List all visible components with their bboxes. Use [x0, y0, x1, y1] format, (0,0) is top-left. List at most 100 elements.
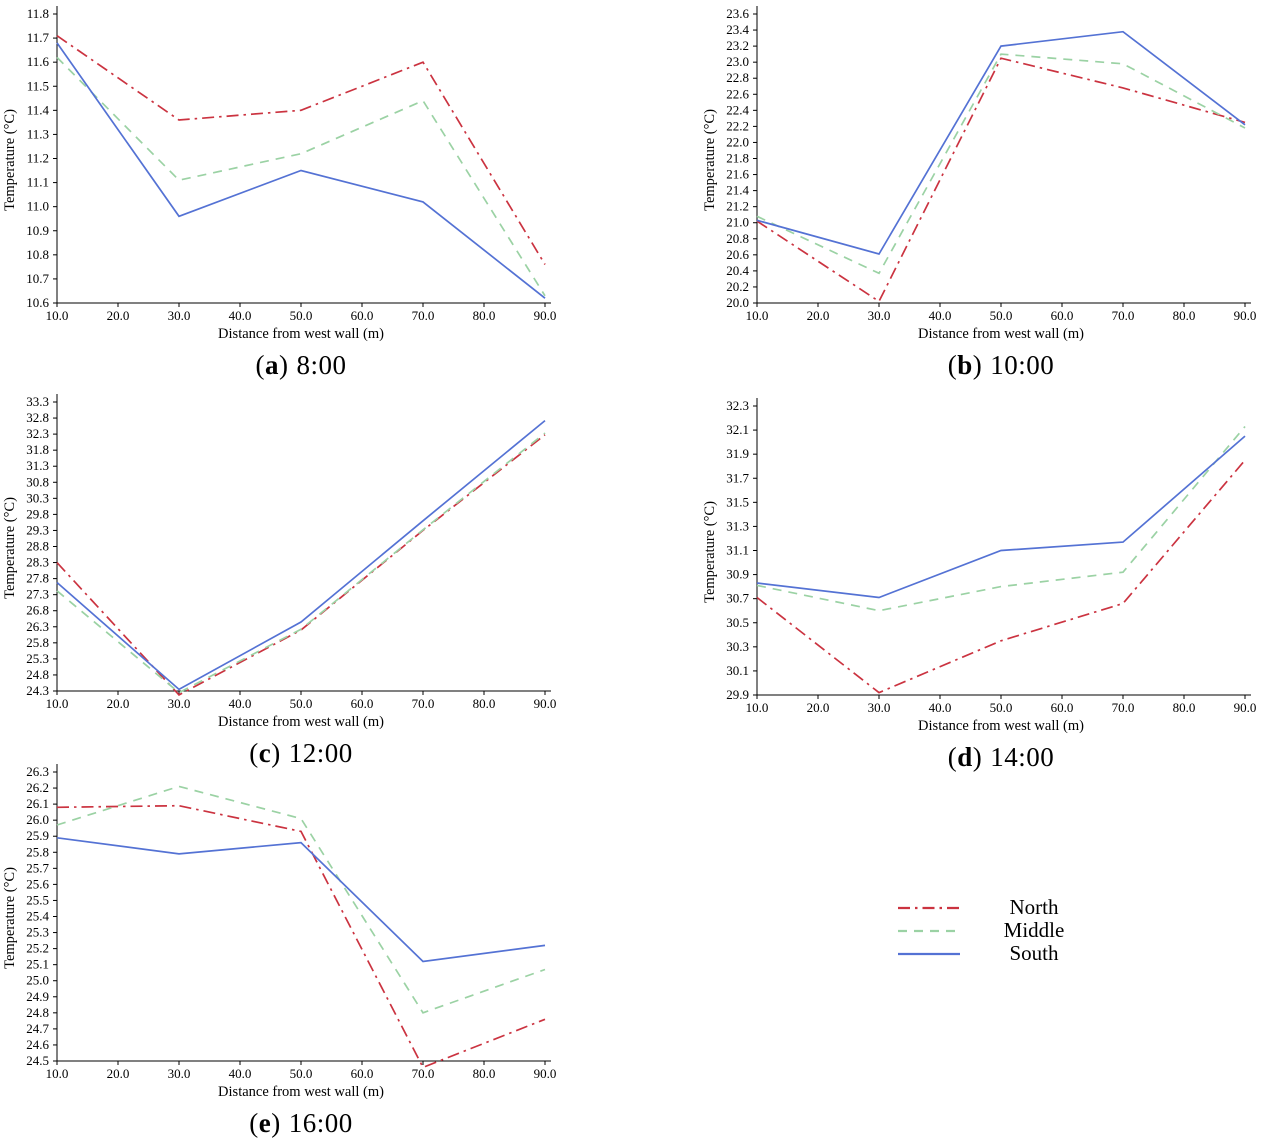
- x-axis-title: Distance from west wall (m): [218, 714, 384, 730]
- chart-e-1600: Temperature (°C) Distance from west wall…: [0, 758, 580, 1139]
- chart-b-plot: Temperature (°C) Distance from west wall…: [702, 6, 1256, 342]
- y-tick-label: 11.3: [27, 126, 49, 141]
- x-tick-label: 10.0: [746, 308, 769, 323]
- y-tick-label: 11.2: [27, 151, 49, 166]
- y-tick-label: 31.3: [26, 458, 49, 473]
- x-axis-title: Distance from west wall (m): [918, 718, 1084, 734]
- x-tick-label: 20.0: [807, 700, 830, 715]
- legend-row-middle: Middle: [896, 918, 1116, 942]
- caption-letter: b: [957, 350, 973, 380]
- chart-d-1400: Temperature (°C) Distance from west wall…: [700, 392, 1280, 773]
- y-tick-label: 31.1: [726, 543, 749, 558]
- caption-time: 12:00: [288, 738, 353, 768]
- y-tick-label: 26.1: [26, 796, 49, 811]
- y-tick-label: 25.1: [26, 957, 49, 972]
- x-tick-label: 70.0: [412, 696, 435, 711]
- y-tick-label: 31.9: [726, 446, 749, 461]
- y-tick-label: 28.3: [26, 555, 49, 570]
- y-tick-label: 20.2: [726, 279, 749, 294]
- chart-c-caption: (c) 12:00: [57, 738, 545, 769]
- y-tick-label: 11.1: [27, 175, 49, 190]
- series-line-north: [756, 57, 1246, 303]
- y-tick-label: 22.2: [726, 118, 749, 133]
- caption-time: 14:00: [990, 742, 1055, 772]
- x-tick-label: 10.0: [746, 700, 769, 715]
- x-tick-label: 20.0: [107, 308, 130, 323]
- x-tick-label: 50.0: [290, 1066, 313, 1081]
- y-tick-label: 31.7: [726, 470, 749, 485]
- y-tick-label: 20.8: [726, 231, 749, 246]
- series-line-north: [56, 434, 546, 696]
- north-line-sample-icon: [898, 906, 960, 909]
- caption-time: 10:00: [990, 350, 1055, 380]
- x-tick-label: 60.0: [351, 308, 374, 323]
- y-tick-label: 20.0: [726, 295, 749, 310]
- y-tick-label: 10.9: [26, 223, 49, 238]
- x-tick-label: 90.0: [534, 308, 557, 323]
- chart-d-plot: Temperature (°C) Distance from west wall…: [702, 398, 1257, 734]
- y-tick-label: 11.4: [27, 102, 50, 117]
- series-line-middle: [56, 56, 546, 297]
- y-tick-label: 25.9: [26, 828, 49, 843]
- y-tick-label: 21.2: [726, 199, 749, 214]
- x-tick-label: 70.0: [412, 308, 435, 323]
- y-tick-label: 29.9: [726, 687, 749, 702]
- caption-paren: (: [249, 738, 259, 768]
- x-tick-label: 20.0: [107, 696, 130, 711]
- y-tick-label: 22.0: [726, 134, 749, 149]
- y-tick-label: 24.8: [26, 667, 49, 682]
- middle-line-sample-icon: [898, 929, 960, 932]
- x-tick-label: 40.0: [229, 308, 252, 323]
- x-tick-label: 10.0: [46, 308, 69, 323]
- y-tick-label: 23.2: [726, 38, 749, 53]
- y-tick-label: 31.8: [26, 442, 49, 457]
- x-tick-label: 80.0: [473, 1066, 496, 1081]
- y-tick-label: 26.3: [26, 619, 49, 634]
- y-tick-label: 24.3: [26, 683, 49, 698]
- x-tick-label: 50.0: [290, 308, 313, 323]
- y-tick-label: 32.3: [26, 426, 49, 441]
- south-line-sample-icon: [898, 952, 960, 955]
- series-line-middle: [756, 53, 1246, 275]
- y-tick-label: 25.8: [26, 635, 49, 650]
- caption-paren: ): [271, 738, 281, 768]
- y-axis-title: Temperature (°C): [2, 867, 18, 969]
- series-line-north: [56, 35, 546, 265]
- y-tick-label: 24.7: [26, 1021, 49, 1036]
- y-tick-label: 11.5: [27, 78, 49, 93]
- y-tick-label: 25.6: [26, 876, 49, 891]
- legend-row-south: South: [896, 941, 1116, 965]
- caption-paren: ): [278, 350, 289, 380]
- y-tick-label: 11.8: [27, 6, 49, 21]
- y-axis-title: Temperature (°C): [702, 501, 718, 603]
- y-tick-label: 23.0: [726, 54, 749, 69]
- y-tick-label: 21.8: [726, 151, 749, 166]
- legend-label-north: North: [1009, 895, 1059, 919]
- y-tick-label: 25.2: [26, 941, 49, 956]
- y-tick-label: 11.6: [27, 54, 50, 69]
- legend-row-north: North: [896, 895, 1116, 919]
- x-tick-label: 70.0: [1112, 700, 1135, 715]
- y-tick-label: 20.4: [726, 263, 749, 278]
- x-tick-label: 50.0: [990, 700, 1013, 715]
- x-tick-label: 70.0: [412, 1066, 435, 1081]
- y-tick-label: 30.9: [726, 567, 749, 582]
- y-tick-label: 23.4: [726, 22, 749, 37]
- series-line-middle: [56, 432, 546, 694]
- x-tick-label: 10.0: [46, 696, 69, 711]
- y-tick-label: 24.5: [26, 1053, 49, 1068]
- chart-b-caption: (b) 10:00: [757, 350, 1245, 381]
- x-tick-label: 40.0: [229, 696, 252, 711]
- x-tick-label: 90.0: [534, 696, 557, 711]
- caption-paren: (: [947, 350, 958, 380]
- y-tick-label: 27.8: [26, 571, 49, 586]
- y-tick-label: 26.8: [26, 603, 49, 618]
- y-tick-label: 30.3: [26, 490, 49, 505]
- y-tick-label: 22.6: [726, 86, 749, 101]
- caption-letter: e: [258, 1108, 272, 1138]
- x-tick-label: 40.0: [229, 1066, 252, 1081]
- y-tick-label: 25.0: [26, 973, 49, 988]
- y-tick-label: 32.8: [26, 410, 49, 425]
- x-tick-label: 90.0: [1234, 700, 1257, 715]
- x-tick-label: 20.0: [107, 1066, 130, 1081]
